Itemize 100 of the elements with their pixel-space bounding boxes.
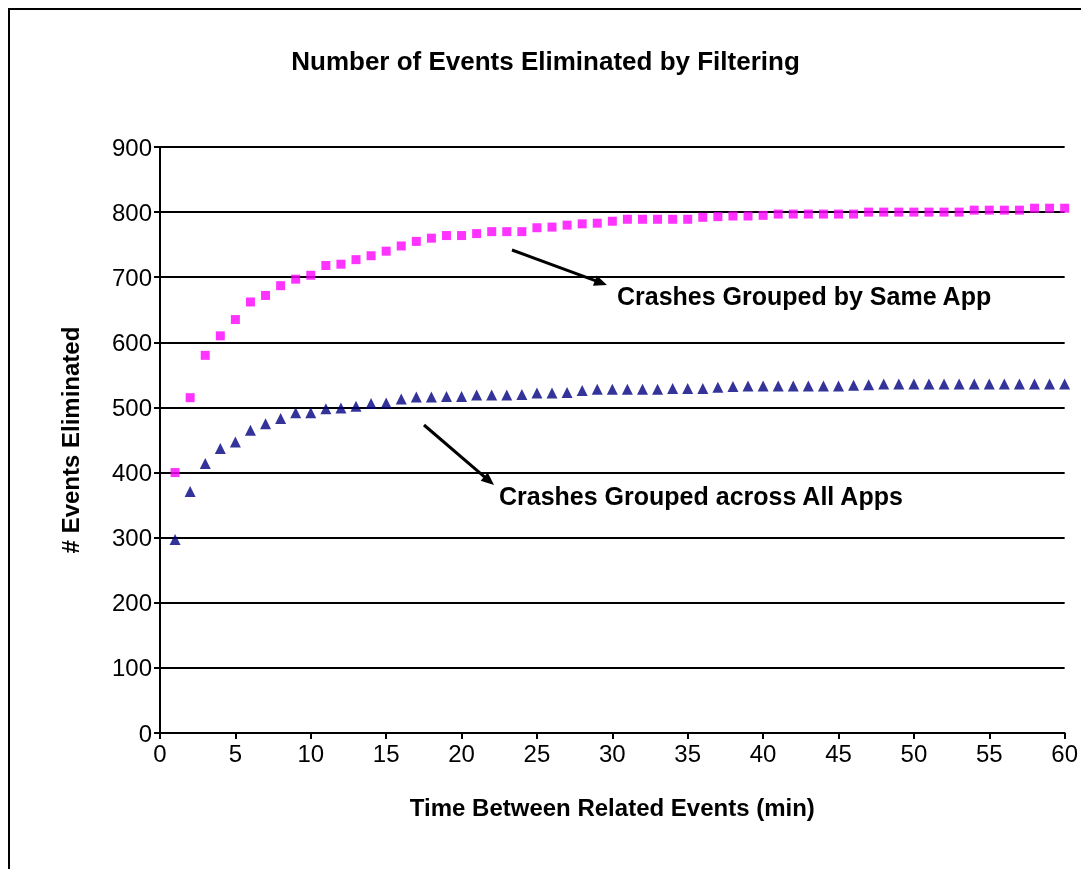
point [939,207,949,217]
point [758,210,768,220]
point [395,393,407,405]
x-tick-label: 40 [749,739,777,767]
point [244,424,256,436]
point [321,261,331,270]
point [335,402,347,414]
y-tick-label: 400 [111,459,152,487]
point [215,331,225,341]
point [803,209,813,219]
point [1014,205,1024,215]
point [606,383,618,395]
x-tick-label: 60 [1051,739,1078,767]
point [471,389,483,401]
point [622,214,632,224]
point [260,418,272,430]
point [199,457,211,469]
x-tick-label: 45 [825,739,852,767]
x-tick-label: 25 [523,739,551,767]
point [561,386,573,398]
y-tick-label: 700 [111,263,152,291]
point [532,223,542,233]
point [472,229,482,239]
point [425,391,437,403]
point [501,389,513,401]
point [170,468,180,478]
point [832,380,844,392]
point [697,383,709,395]
point [968,378,980,390]
point [864,207,874,217]
point [802,380,814,392]
point [230,315,240,325]
point [245,297,255,307]
point [381,246,391,256]
x-tick-label: 10 [297,739,325,767]
point [1060,203,1070,213]
point [350,400,362,412]
point [983,378,995,390]
point [667,383,679,395]
point [411,236,421,246]
point [457,231,467,241]
x-tick-label: 50 [900,739,928,767]
point [456,390,468,402]
point [290,407,302,419]
point [848,379,860,391]
point [713,212,723,222]
point [621,383,633,395]
x-tick-label: 15 [372,739,400,767]
point [1059,378,1071,390]
y-tick-label: 500 [111,393,152,421]
point [938,378,950,390]
y-tick-label: 0 [138,719,152,747]
point [757,380,769,392]
point [576,385,588,397]
point [1030,203,1039,213]
point [305,407,317,419]
point [984,205,994,215]
point [849,209,859,219]
point [291,274,301,284]
point [788,209,798,219]
chart-title: Number of Events Eliminated by Filtering [291,46,800,76]
point [1013,378,1025,390]
y-tick-label: 300 [111,524,152,552]
point [954,207,964,217]
point [742,380,754,392]
y-tick-label: 100 [111,654,152,682]
point [652,383,664,395]
point [200,350,210,360]
point [668,214,678,224]
point [441,231,451,241]
point [787,380,799,392]
y-tick-label: 600 [111,328,152,356]
x-tick-label: 5 [228,739,243,767]
point [1044,378,1056,390]
point [743,211,753,221]
y-tick-label: 200 [111,589,152,617]
point [365,398,377,410]
point [728,211,738,221]
point [184,485,196,497]
point [577,219,587,229]
point [682,383,694,395]
point [440,390,452,402]
point [772,380,784,392]
point [653,214,663,224]
point [712,381,724,393]
point [893,378,905,390]
annotation: Crashes Grouped by Same App [617,282,992,311]
point [320,403,332,415]
point [214,442,226,454]
y-tick-label: 800 [111,198,152,226]
y-axis-title: # Events Eliminated [56,326,84,554]
x-axis-title: Time Between Related Events (min) [409,793,815,821]
point [306,270,316,280]
point [336,259,346,269]
point [486,389,498,401]
point [185,393,195,403]
point [969,205,979,215]
point [275,413,287,425]
point [894,207,904,217]
point [923,378,935,390]
